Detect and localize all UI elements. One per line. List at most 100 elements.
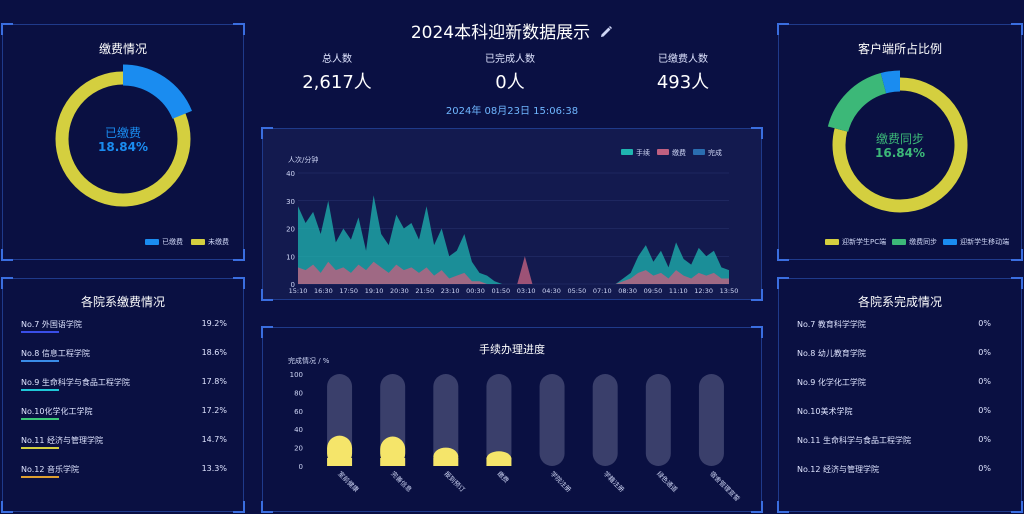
donut-center-label: 已缴费 bbox=[105, 125, 141, 140]
x-tick-label: 完善信息 bbox=[389, 469, 414, 494]
payment-panel: 缴费情况 已缴费 18.84% 已缴费 未缴费 bbox=[1, 23, 245, 261]
progress-chart-panel: 手续办理进度 完成情况 / % 0 20 40 60 80 100 室前健康 完善信息 报到预… bbox=[261, 326, 763, 513]
y-tick-label: 0 bbox=[291, 281, 295, 289]
donut-center-pct: 18.84% bbox=[98, 140, 148, 154]
x-tick-label: 21:50 bbox=[415, 287, 434, 295]
dept-done-panel: 各院系完成情况 No.7 教育科学学院 0% No.8 幼儿教育学院 0% No.9… bbox=[777, 277, 1023, 513]
list-item: No.10美术学院 0% bbox=[797, 406, 991, 416]
bar-track bbox=[645, 374, 671, 466]
donut-slice-2 bbox=[880, 70, 901, 94]
list-item: No.11 经济与管理学院 14.7% bbox=[21, 433, 227, 462]
x-tick-label: 20:30 bbox=[390, 287, 409, 295]
y-tick-label: 40 bbox=[294, 426, 303, 434]
y-tick-label: 100 bbox=[290, 371, 303, 379]
traffic-area-chart: 人次/分钟 0 10 20 30 40 15:10 16:30 17:50 19:10 20:3… bbox=[286, 148, 739, 295]
dept-pay-panel: 各院系缴费情况 No.7 外国语学院 19.2% No.8 信息工程学院 18.6%… bbox=[1, 277, 245, 513]
legend-item: 缴费同步 bbox=[892, 237, 937, 247]
donut-paid bbox=[122, 64, 192, 120]
bar-track bbox=[698, 374, 724, 466]
y-tick-label: 0 bbox=[299, 463, 303, 471]
x-tick-label: 12:30 bbox=[694, 287, 713, 295]
bar-track bbox=[486, 374, 512, 466]
legend-label: 手续 bbox=[636, 148, 650, 157]
bar bbox=[380, 458, 406, 466]
legend-label: 缴费 bbox=[672, 148, 686, 157]
x-tick-label: 16:30 bbox=[314, 287, 333, 295]
x-tick-label: 11:10 bbox=[669, 287, 688, 295]
legend-item: 未缴费 bbox=[191, 237, 229, 247]
x-tick-label: 缴费 bbox=[496, 469, 512, 485]
donut-slice-1 bbox=[827, 73, 887, 133]
legend-swatch bbox=[621, 149, 633, 155]
panel-title: 缴费情况 bbox=[98, 42, 147, 56]
list-item: No.12 经济与管理学院 0% bbox=[797, 464, 991, 474]
bar-track bbox=[539, 374, 565, 466]
client-panel: 客户端所占比例 缴费同步 16.84% 迎新学生PC端 缴费同步 迎新学生移动端 bbox=[777, 23, 1023, 261]
y-tick-label: 40 bbox=[286, 170, 295, 178]
client-legend: 迎新学生PC端 缴费同步 迎新学生移动端 bbox=[825, 237, 1009, 247]
x-tick-label: 13:50 bbox=[720, 287, 739, 295]
list-item: No.7 教育科学学院 0% bbox=[797, 319, 991, 329]
stat-value: 2,617人 bbox=[302, 72, 372, 93]
stat-label: 已完成人数 bbox=[485, 54, 535, 65]
legend-item: 已缴费 bbox=[145, 237, 183, 247]
list-item: No.8 信息工程学院 18.6% bbox=[21, 346, 227, 375]
x-tick-label: 报到预订 bbox=[442, 469, 467, 494]
stat-total: 总人数 2,617人 bbox=[277, 50, 397, 94]
stat-label: 总人数 bbox=[322, 54, 352, 65]
stat-completed: 已完成人数 0人 bbox=[450, 50, 570, 94]
x-tick-label: 学院注册 bbox=[549, 469, 574, 494]
datetime: 2024年 08月23日 15:06:38 bbox=[445, 106, 579, 117]
stat-value: 493人 bbox=[656, 72, 710, 93]
list-item: No.9 生命科学与食品工程学院 17.8% bbox=[21, 375, 227, 404]
x-tick-label: 07:10 bbox=[593, 287, 612, 295]
panel-title: 各院系完成情况 bbox=[857, 295, 942, 309]
y-tick-label: 10 bbox=[286, 253, 295, 261]
panel-title: 各院系缴费情况 bbox=[80, 295, 165, 309]
list-item: No.8 幼儿教育学院 0% bbox=[797, 348, 991, 358]
list-item: No.11 生命科学与食品工程学院 0% bbox=[797, 435, 991, 445]
x-tick-label: 00:30 bbox=[466, 287, 485, 295]
x-tick-label: 04:30 bbox=[542, 287, 561, 295]
legend-item: 迎新学生移动端 bbox=[943, 237, 1009, 247]
y-tick-label: 80 bbox=[294, 389, 303, 397]
x-tick-label: 08:30 bbox=[618, 287, 637, 295]
panel-title: 客户端所占比例 bbox=[857, 42, 942, 56]
x-tick-label: 15:10 bbox=[289, 287, 308, 295]
legend-swatch bbox=[693, 149, 705, 155]
y-tick-label: 20 bbox=[286, 226, 295, 234]
x-tick-label: 23:10 bbox=[441, 287, 460, 295]
x-tick-label: 19:10 bbox=[365, 287, 384, 295]
client-donut: 缴费同步 16.84% bbox=[827, 70, 968, 213]
bar bbox=[486, 458, 512, 466]
x-tick-label: 室前健康 bbox=[336, 469, 361, 494]
bar-track bbox=[592, 374, 618, 466]
list-item: No.9 化学化工学院 0% bbox=[797, 377, 991, 387]
series-area-1 bbox=[298, 256, 729, 284]
x-tick-label: 17:50 bbox=[339, 287, 358, 295]
donut-center-pct: 16.84% bbox=[875, 146, 925, 160]
y-tick-label: 30 bbox=[286, 198, 295, 206]
x-tick-label: 学籍注册 bbox=[602, 469, 627, 494]
x-tick-label: 03:10 bbox=[517, 287, 536, 295]
bar bbox=[327, 458, 353, 466]
x-tick-label: 05:50 bbox=[568, 287, 587, 295]
x-tick-label: 宿舍管理宣誓 bbox=[708, 469, 742, 503]
x-tick-label: 09:50 bbox=[644, 287, 663, 295]
pencil-icon[interactable] bbox=[599, 24, 613, 43]
dept-pay-list: No.7 外国语学院 19.2% No.8 信息工程学院 18.6% No.9 生命… bbox=[21, 317, 227, 491]
donut-center-label: 缴费同步 bbox=[876, 131, 924, 146]
legend-item: 迎新学生PC端 bbox=[825, 237, 886, 247]
series-area-0 bbox=[298, 195, 729, 284]
y-axis-label: 完成情况 / % bbox=[288, 356, 330, 365]
chart-title: 手续办理进度 bbox=[479, 342, 545, 356]
x-tick-label: 01:50 bbox=[491, 287, 510, 295]
bar-track bbox=[433, 374, 459, 466]
stat-value: 0人 bbox=[495, 72, 525, 93]
y-tick-label: 20 bbox=[294, 445, 303, 453]
list-item: No.12 音乐学院 13.3% bbox=[21, 462, 227, 491]
payment-legend: 已缴费 未缴费 bbox=[145, 237, 229, 247]
legend-label: 完成 bbox=[708, 148, 722, 157]
donut-slice-0 bbox=[832, 77, 968, 213]
y-tick-label: 60 bbox=[294, 408, 303, 416]
